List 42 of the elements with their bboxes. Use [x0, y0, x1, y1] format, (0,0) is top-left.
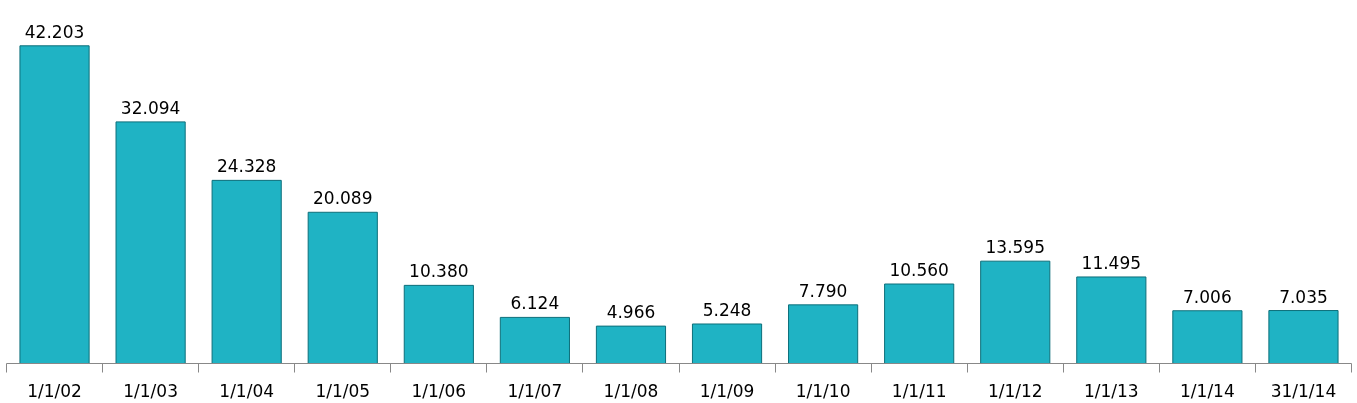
data-label: 10.560 [889, 260, 949, 281]
x-tick-label: 1/1/02 [27, 380, 82, 401]
data-label: 32.094 [120, 97, 181, 118]
bar [307, 211, 378, 364]
data-label: 20.089 [313, 188, 373, 209]
x-tick-label: 1/1/13 [1083, 380, 1139, 401]
bar [19, 45, 90, 364]
x-tick-label: 31/1/14 [1270, 380, 1337, 401]
data-label: 42.203 [24, 21, 85, 42]
x-tick-label: 1/1/07 [507, 380, 563, 401]
bar [884, 283, 955, 364]
x-tick-label: 1/1/12 [987, 380, 1043, 401]
x-tick-label: 1/1/04 [219, 380, 275, 401]
bar [980, 260, 1051, 364]
data-label: 7.790 [798, 280, 848, 301]
bar [115, 121, 186, 364]
x-tick-label: 1/1/05 [315, 380, 371, 401]
bar [691, 323, 763, 364]
data-label: 10.380 [409, 261, 469, 282]
x-tick-label: 1/1/14 [1180, 380, 1235, 401]
bar [499, 316, 570, 364]
bar [403, 284, 474, 364]
bar [595, 325, 667, 364]
x-tick-label: 1/1/08 [603, 380, 659, 401]
data-label: 11.495 [1081, 252, 1142, 273]
bar [1172, 310, 1243, 364]
x-tick-label: 1/1/03 [123, 380, 178, 401]
data-label: 7.006 [1183, 286, 1232, 307]
bar [788, 304, 859, 364]
data-label: 5.248 [702, 299, 752, 320]
bar [1268, 310, 1339, 364]
x-tick-label: 1/1/11 [891, 380, 947, 401]
bar [211, 179, 282, 364]
x-tick-label: 1/1/10 [795, 380, 851, 401]
data-label: 7.035 [1279, 286, 1328, 307]
data-label: 13.595 [985, 237, 1045, 258]
bar [1076, 276, 1147, 364]
data-label: 4.966 [606, 302, 656, 323]
data-label: 24.328 [216, 156, 277, 177]
x-tick-label: 1/1/09 [699, 380, 755, 401]
x-tick-label: 1/1/06 [411, 380, 467, 401]
data-label: 6.124 [510, 293, 560, 314]
